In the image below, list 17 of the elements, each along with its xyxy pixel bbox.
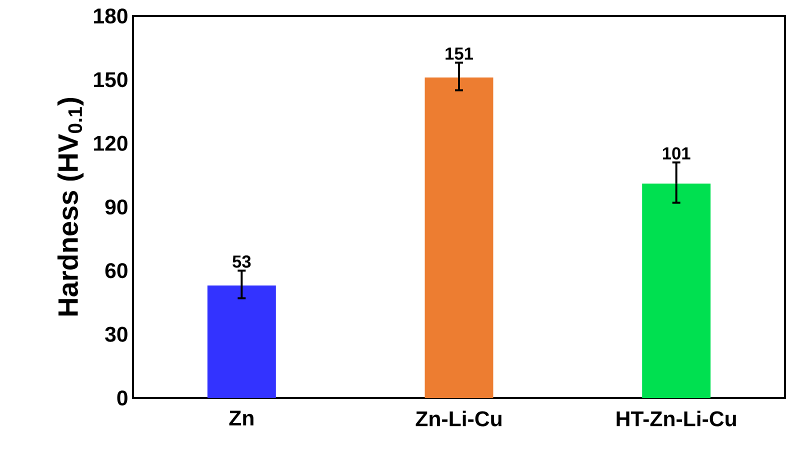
x-tick-label: Zn — [229, 410, 254, 426]
y-tick-label: 30 — [105, 326, 128, 342]
y-tick-label: 120 — [94, 136, 128, 151]
y-tick-label: 150 — [94, 72, 128, 88]
y-tick-label: 180 — [94, 8, 128, 24]
bar — [207, 286, 276, 398]
y-tick-label: 90 — [105, 199, 128, 215]
y-axis-title: Hardness (HV$_{0.1}$) — [57, 98, 84, 316]
bar — [642, 184, 711, 398]
data-label: 151 — [446, 48, 473, 60]
y-tick-label: 0 — [117, 390, 128, 406]
x-tick-label: Zn-Li-Cu — [416, 410, 502, 426]
data-label: 101 — [662, 147, 690, 160]
y-tick-label: 60 — [105, 263, 128, 278]
bar — [424, 78, 494, 398]
data-label: 53 — [232, 255, 251, 268]
x-tick-label: HT-Zn-Li-Cu — [616, 410, 736, 426]
